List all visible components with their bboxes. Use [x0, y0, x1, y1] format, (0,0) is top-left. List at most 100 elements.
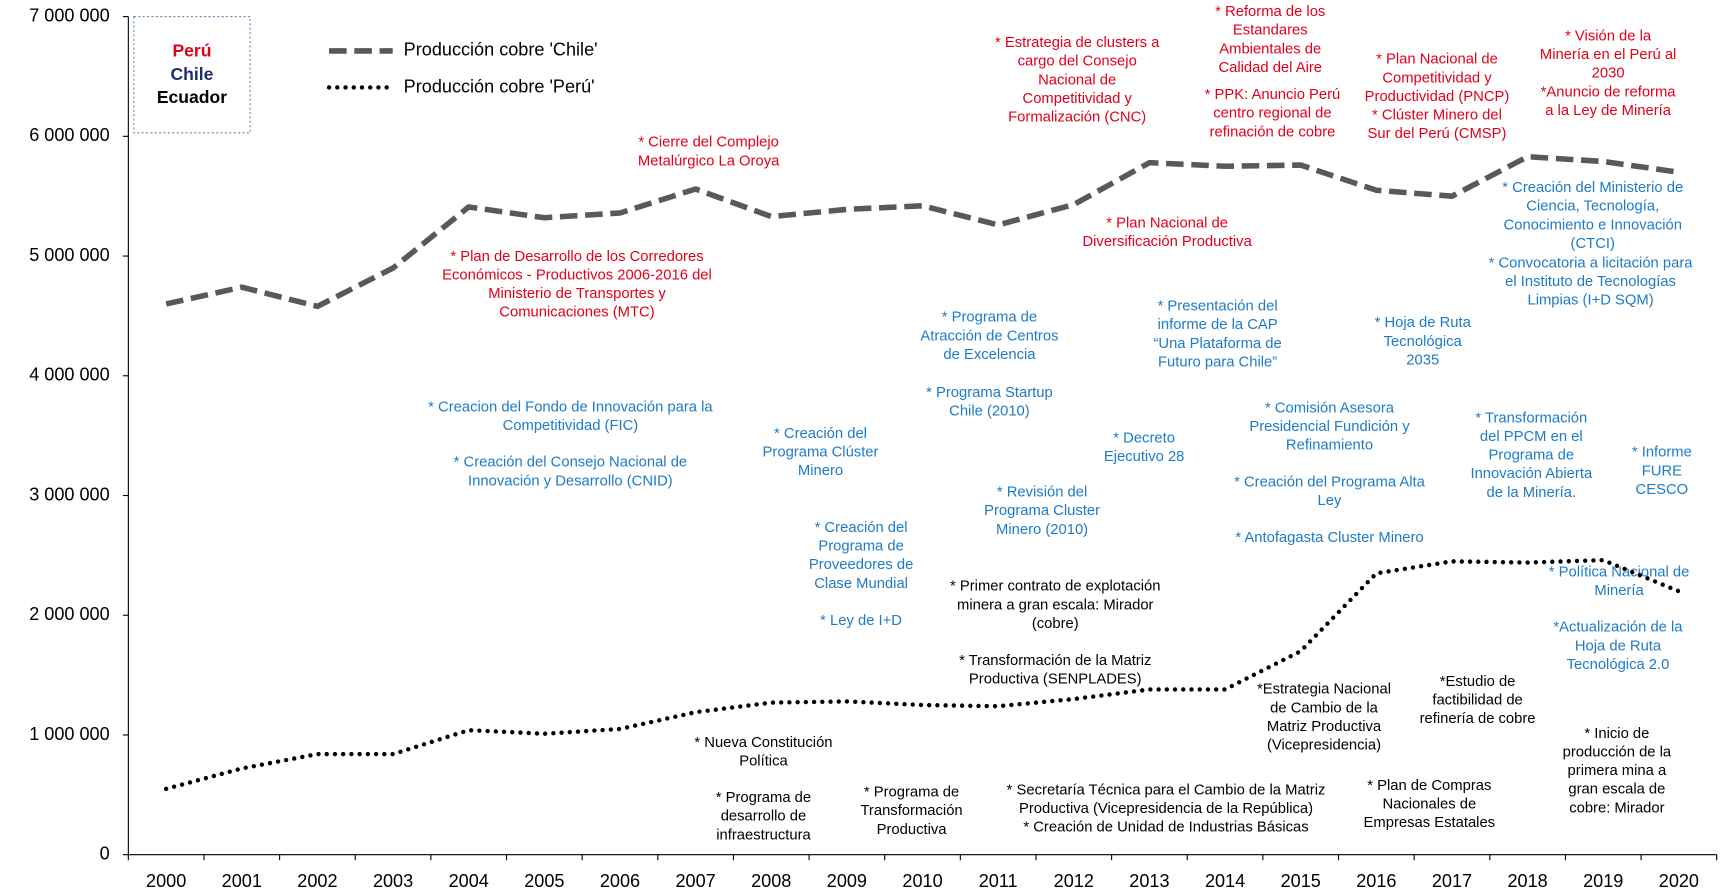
annotation: Futuro para Chile”: [1158, 354, 1277, 370]
annotation: refinería de cobre: [1420, 711, 1536, 727]
annotation: Minería en el Perú al: [1540, 47, 1676, 63]
annotation: * Programa de: [716, 790, 811, 806]
annotation: * Reforma de los: [1215, 4, 1325, 20]
annotation: el Instituto de Tecnologías: [1505, 274, 1676, 290]
annotation: Innovación y Desarrollo (CNID): [468, 473, 673, 489]
annotation: Matriz Productiva: [1267, 719, 1382, 735]
x-tick-label: 2015: [1281, 871, 1321, 889]
annotation: * Informe: [1632, 445, 1692, 461]
annotation: Competitividad y: [1023, 91, 1133, 107]
annotation: cargo del Consejo: [1018, 54, 1137, 70]
annotation: * Creación del Programa Alta: [1234, 475, 1425, 491]
annotation: informe de la CAP: [1158, 317, 1278, 333]
annotation: * Ley de I+D: [820, 613, 902, 629]
x-tick-label: 2019: [1583, 871, 1623, 889]
annotation: Metalúrgico La Oroya: [638, 153, 780, 169]
annotation: *Actualización de la: [1553, 620, 1683, 636]
x-tick-label: 2014: [1205, 871, 1245, 889]
annotation: * Antofagasta Cluster Minero: [1235, 530, 1423, 546]
x-tick-label: 2002: [297, 871, 337, 889]
x-tick-label: 2013: [1129, 871, 1169, 889]
annotation: (cobre): [1032, 616, 1079, 632]
annotation: de Excelencia: [943, 347, 1036, 363]
annotation: Ciencia, Tecnología,: [1526, 199, 1659, 215]
annotation: (Vicepresidencia): [1267, 737, 1381, 753]
annotation: * Creación del Consejo Nacional de: [454, 455, 688, 471]
annotation: * Transformación de la Matriz: [959, 653, 1151, 669]
annotation: Minero (2010): [996, 522, 1088, 538]
y-tick-label: 2 000 000: [29, 604, 109, 624]
annotation: Limpias (I+D SQM): [1527, 293, 1653, 309]
annotation: producción de la: [1563, 744, 1672, 760]
annotation: * Creación del: [774, 426, 867, 442]
annotation: * Creación del: [815, 520, 908, 536]
annotation: *Estrategia Nacional: [1257, 682, 1391, 698]
annotation: Nacional de: [1038, 72, 1116, 88]
annotation: desarrollo de: [721, 809, 807, 825]
annotation: refinación de cobre: [1210, 124, 1336, 140]
annotation: Calidad del Aire: [1218, 60, 1322, 76]
x-tick-label: 2012: [1054, 871, 1094, 889]
annotation: Nacionales de: [1382, 797, 1476, 813]
y-tick-label: 3 000 000: [29, 484, 109, 504]
annotation: * Presentación del: [1158, 299, 1278, 315]
annotation: Hoja de Ruta: [1575, 638, 1662, 654]
annotation: * Primer contrato de explotación: [950, 579, 1160, 595]
annotation: centro regional de: [1213, 106, 1331, 122]
color-key-label: Chile: [171, 64, 214, 84]
annotation: * Plan de Desarrollo de los Corredores: [450, 249, 703, 265]
annotation: Tecnológica 2.0: [1567, 657, 1670, 673]
annotation: * Secretaría Técnica para el Cambio de l…: [1007, 782, 1326, 798]
color-key-box: [133, 16, 251, 134]
annotation: Conocimiento e Innovación: [1504, 217, 1682, 233]
annotation: a la Ley de Minería: [1545, 103, 1672, 119]
annotation: Clase Mundial: [814, 576, 908, 592]
annotation: Atracción de Centros: [920, 328, 1058, 344]
annotation: Sur del Perú (CMSP): [1368, 126, 1507, 142]
annotation: Ministerio de Transportes y: [488, 286, 666, 302]
annotation: * Inicio de: [1584, 726, 1649, 742]
annotation: * Estrategia de clusters a: [995, 35, 1160, 51]
annotation: *Anuncio de reforma: [1541, 84, 1677, 100]
annotation: Presidencial Fundición y: [1249, 419, 1410, 435]
annotation: 2035: [1406, 352, 1439, 368]
color-key-label: Ecuador: [157, 87, 227, 107]
annotation: Programa Clúster: [763, 444, 879, 460]
x-tick-label: 2011: [979, 871, 1018, 889]
annotation: * Política Nacional de: [1549, 564, 1690, 580]
annotation: * Programa de: [942, 310, 1037, 326]
annotation: * Decreto: [1113, 430, 1175, 446]
annotation: primera mina a: [1568, 763, 1667, 779]
annotation: Ejecutivo 28: [1104, 449, 1185, 465]
x-tick-label: 2000: [146, 871, 186, 889]
y-tick-label: 5 000 000: [29, 245, 109, 265]
annotation: * Plan Nacional de: [1376, 52, 1498, 68]
annotation: Comunicaciones (MTC): [499, 305, 654, 321]
y-tick-label: 7 000 000: [29, 5, 109, 25]
annotation: gran escala de: [1568, 782, 1665, 798]
x-tick-label: 2003: [373, 871, 413, 889]
annotation: “Una Plataforma de: [1153, 336, 1281, 352]
color-key-label: Perú: [172, 41, 211, 61]
x-tick-label: 2004: [449, 871, 489, 889]
annotation: * Nueva Constitución: [694, 735, 832, 751]
x-tick-label: 2005: [524, 871, 564, 889]
annotation: Chile (2010): [949, 404, 1030, 420]
annotation: Proveedores de: [809, 557, 913, 573]
annotation: Refinamiento: [1286, 438, 1373, 454]
annotation: Competitividad (FIC): [503, 418, 639, 434]
annotation: Económicos - Productivos 2006-2016 del: [442, 267, 712, 283]
annotation: de Cambio de la: [1270, 700, 1378, 716]
y-tick-label: 4 000 000: [29, 365, 109, 385]
annotation: Diversificación Productiva: [1082, 234, 1252, 250]
series-line: [165, 153, 1680, 310]
x-tick-label: 2007: [675, 871, 715, 889]
x-tick-label: 2008: [751, 871, 791, 889]
annotation: del PPCM en el: [1480, 429, 1583, 445]
annotation: Productiva (SENPLADES): [969, 671, 1142, 687]
annotation: * PPK: Anuncio Perú: [1205, 87, 1341, 103]
annotation: minera a gran escala: Mirador: [957, 597, 1154, 613]
annotation: de la Minería.: [1487, 485, 1577, 501]
annotation: Minero: [798, 463, 843, 479]
